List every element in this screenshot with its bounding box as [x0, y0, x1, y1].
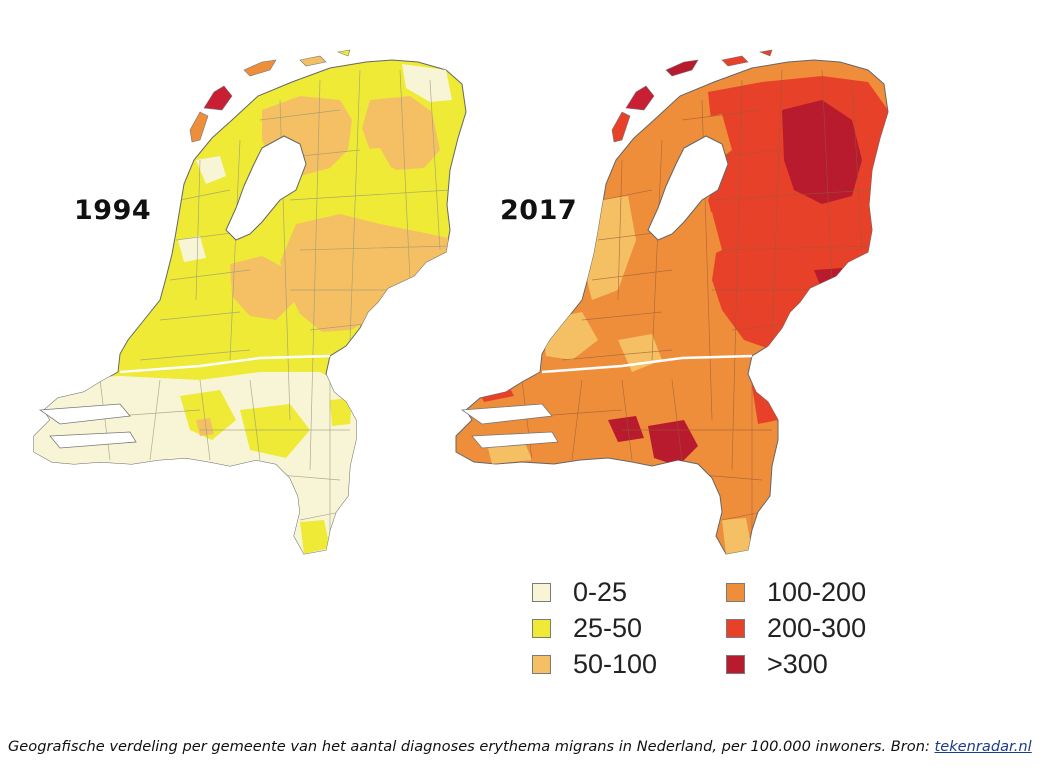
- legend-item: 100-200: [726, 577, 866, 608]
- source-link[interactable]: tekenradar.nl: [934, 738, 1032, 755]
- legend-swatch: [532, 655, 551, 674]
- figure-caption: Geografische verdeling per gemeente van …: [8, 738, 1058, 755]
- year-label-2017: 2017: [500, 195, 578, 226]
- legend-swatch: [532, 619, 551, 638]
- legend-item: 50-100: [532, 649, 657, 680]
- year-label-1994: 1994: [74, 195, 152, 226]
- legend: 0-25 25-50 50-100 100-200 200-300 >300: [532, 577, 912, 687]
- legend-label: 100-200: [767, 577, 867, 607]
- legend-swatch: [726, 583, 745, 602]
- legend-swatch: [726, 619, 745, 638]
- legend-item: 25-50: [532, 613, 642, 644]
- legend-item: 200-300: [726, 613, 866, 644]
- choropleth-maps: [33, 49, 889, 555]
- legend-swatch: [726, 655, 745, 674]
- legend-label: 25-50: [573, 613, 643, 643]
- legend-label: 50-100: [573, 649, 658, 679]
- legend-item: >300: [726, 649, 828, 680]
- caption-text: Geografische verdeling per gemeente van …: [8, 738, 935, 755]
- map-2017: [455, 49, 889, 555]
- legend-label: 200-300: [767, 613, 867, 643]
- legend-label: >300: [767, 649, 828, 679]
- legend-label: 0-25: [573, 577, 628, 607]
- legend-swatch: [532, 583, 551, 602]
- legend-item: 0-25: [532, 577, 627, 608]
- map-1994: [33, 49, 467, 555]
